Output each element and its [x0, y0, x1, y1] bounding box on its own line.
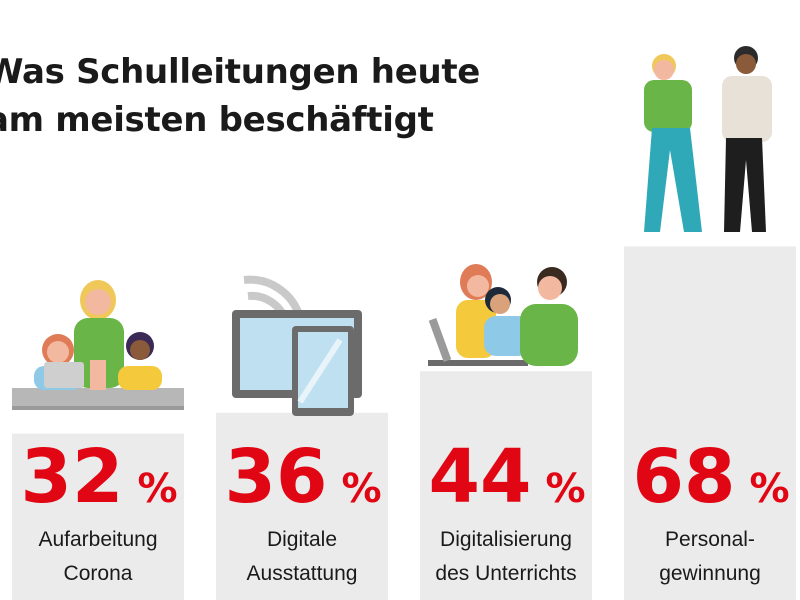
value-label-3: 44%	[428, 434, 585, 520]
value-percent-sign-4: %	[749, 466, 789, 512]
value-label-1: 32%	[20, 434, 177, 520]
value-number-4: 68	[632, 434, 735, 520]
chart-title-line-2: am meisten beschäftigt	[0, 100, 434, 140]
lesson-illustration	[428, 264, 578, 366]
category-label-4-line-2: gewinnung	[659, 562, 761, 585]
category-label-1-line-1: Aufarbeitung	[38, 528, 157, 551]
staff-illustration	[644, 46, 772, 232]
value-number-1: 32	[20, 434, 123, 520]
category-label-4-line-1: Personal-	[665, 528, 755, 551]
chart-title-line-1: Was Schulleitungen heute	[0, 52, 481, 92]
value-number-2: 36	[224, 434, 327, 520]
category-label-3-line-2: des Unterrichts	[435, 562, 576, 585]
value-number-3: 44	[428, 434, 531, 520]
value-percent-sign-2: %	[341, 466, 381, 512]
bar-1	[12, 433, 184, 600]
category-label-2-line-1: Digitale	[267, 528, 337, 551]
value-label-4: 68%	[632, 434, 789, 520]
value-percent-sign-3: %	[545, 466, 585, 512]
value-percent-sign-1: %	[137, 466, 177, 512]
bar-4	[624, 246, 796, 600]
value-label-2: 36%	[224, 434, 381, 520]
students-illustration	[12, 280, 184, 410]
chart-title: Was Schulleitungen heute am meisten besc…	[0, 48, 480, 144]
category-label-3-line-1: Digitalisierung	[440, 528, 572, 551]
category-label-2-line-2: Ausstattung	[247, 562, 358, 585]
bar-2	[216, 412, 388, 600]
category-label-1-line-2: Corona	[64, 562, 133, 585]
bar-3	[420, 371, 592, 600]
tablet-wifi-illustration	[232, 275, 362, 416]
